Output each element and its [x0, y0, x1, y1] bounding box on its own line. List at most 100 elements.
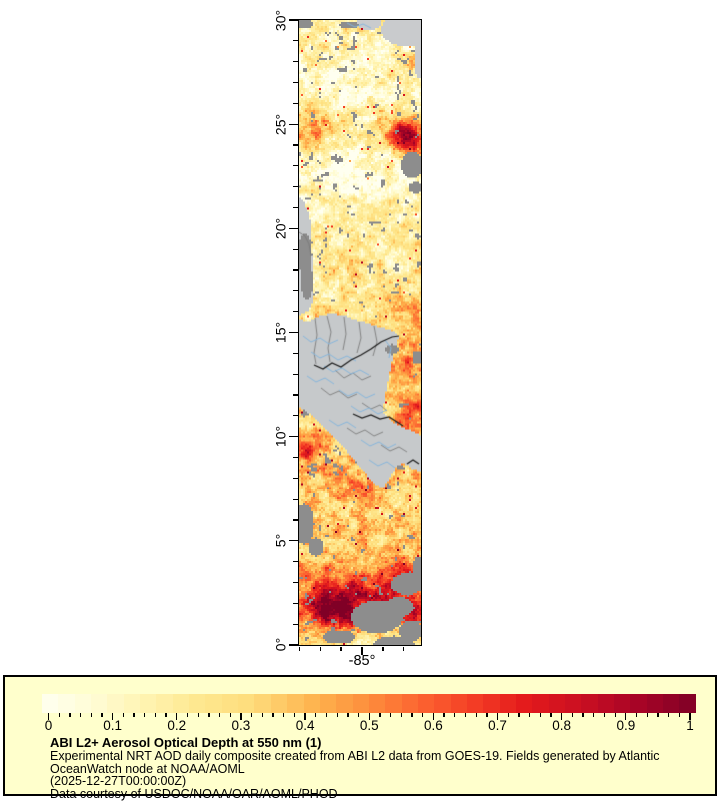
- colorbar-step: [336, 694, 353, 713]
- colorbar-minor-tick: [250, 713, 253, 717]
- colorbar-minor-tick: [454, 713, 456, 717]
- colorbar-step: [417, 694, 435, 713]
- longitude-minor-tick: [298, 646, 300, 651]
- latitude-minor-tick: [293, 102, 298, 104]
- latitude-minor-tick: [293, 456, 298, 459]
- colorbar-minor-tick: [486, 713, 488, 717]
- colorbar-minor-tick: [261, 713, 263, 717]
- colorbar-step: [663, 694, 680, 713]
- colorbar-step: [368, 694, 386, 713]
- latitude-minor-tick: [293, 144, 298, 146]
- colorbar-minor-tick: [603, 713, 606, 717]
- colorbar-step: [221, 694, 239, 713]
- colorbar-step: [401, 694, 418, 713]
- colorbar-step: [123, 694, 141, 713]
- colorbar-minor-tick: [379, 713, 381, 717]
- data-courtesy-line: Data courtesy of USDOC/NOAA/OAR/AOML/PHO…: [50, 786, 338, 801]
- colorbar-step: [91, 694, 108, 713]
- colorbar-minor-tick: [293, 713, 296, 717]
- colorbar-minor-tick: [464, 713, 467, 717]
- colorbar-step: [303, 694, 320, 713]
- colorbar-step: [319, 694, 337, 713]
- colorbar-step: [385, 694, 402, 713]
- colorbar-step: [614, 694, 631, 713]
- colorbar-minor-tick: [528, 713, 531, 717]
- colorbar-minor-tick: [571, 713, 574, 717]
- colorbar-step: [434, 694, 451, 713]
- latitude-minor-tick: [293, 477, 298, 479]
- colorbar-step: [450, 694, 467, 713]
- colorbar-step: [597, 694, 615, 713]
- colorbar-minor-tick: [678, 713, 680, 717]
- latitude-tick-label: 10°: [272, 426, 289, 448]
- colorbar-minor-tick: [539, 713, 541, 717]
- colorbar-step: [189, 694, 206, 713]
- colorbar-minor-tick: [646, 713, 648, 717]
- colorbar-step: [58, 694, 75, 713]
- colorbar-major-tick: [240, 713, 242, 720]
- colorbar-minor-tick: [144, 713, 146, 717]
- longitude-tick-label: -85°: [348, 653, 376, 669]
- latitude-minor-tick: [293, 81, 298, 84]
- latitude-minor-tick: [293, 373, 298, 375]
- colorbar-tick-label: 0.6: [424, 718, 443, 733]
- colorbar-step: [630, 694, 647, 713]
- colorbar-step: [205, 694, 222, 713]
- longitude-minor-tick: [403, 646, 405, 651]
- legend-panel: 0 0.1 0.2 0.3 0.4 0.5 0.6 0.7 0.8 0.9 1 ABI L2+ Ae…: [3, 675, 717, 800]
- latitude-minor-tick: [293, 165, 298, 167]
- colorbar-tick-label: 0.1: [103, 718, 123, 733]
- colorbar-minor-tick: [325, 713, 328, 717]
- colorbar-major-tick: [432, 713, 435, 720]
- colorbar-minor-tick: [475, 713, 477, 717]
- latitude-tick-label: 0°: [272, 638, 289, 652]
- latitude-tick-label: 25°: [272, 113, 289, 135]
- latitude-minor-tick: [293, 602, 298, 604]
- latitude-minor-tick: [293, 61, 298, 63]
- colorbar-step: [42, 694, 59, 713]
- colorbar-step: [532, 694, 549, 713]
- colorbar-step: [565, 694, 582, 713]
- colorbar-tick-label: 0.3: [231, 718, 251, 733]
- colorbar-step: [352, 694, 369, 713]
- latitude-minor-tick: [293, 352, 298, 354]
- colorbar-minor-tick: [657, 713, 659, 717]
- colorbar-minor-tick: [635, 713, 638, 717]
- latitude-tick-label: 15°: [272, 321, 289, 344]
- colorbar-minor-tick: [79, 713, 82, 717]
- longitude-minor-tick: [340, 646, 342, 651]
- longitude-major-tick: [361, 646, 363, 655]
- colorbar-step: [156, 694, 173, 713]
- latitude-tick-label: 30°: [272, 9, 289, 31]
- colorbar-minor-tick: [197, 713, 199, 717]
- colorbar-minor-tick: [165, 713, 167, 717]
- colorbar-step: [270, 694, 288, 713]
- colorbar-step: [499, 694, 516, 713]
- colorbar-minor-tick: [347, 713, 349, 717]
- colorbar-major-tick: [689, 713, 691, 720]
- colorbar-major-tick: [625, 713, 627, 720]
- latitude-minor-tick: [293, 186, 298, 188]
- colorbar-minor-tick: [667, 713, 670, 717]
- colorbar-minor-tick: [582, 713, 584, 717]
- colorbar-step: [140, 694, 157, 713]
- colorbar-minor-tick: [133, 713, 135, 717]
- colorbar-minor-tick: [389, 713, 392, 717]
- colorbar-tick-label: 0: [44, 718, 53, 733]
- colorbar-step: [515, 694, 533, 713]
- colorbar-minor-tick: [229, 713, 231, 717]
- colorbar-step: [172, 694, 190, 713]
- colorbar-step: [646, 694, 664, 713]
- latitude-minor-tick: [293, 561, 298, 563]
- latitude-tick-label: 20°: [272, 217, 289, 239]
- colorbar-minor-tick: [101, 713, 103, 717]
- latitude-minor-tick: [293, 40, 298, 42]
- colorbar-step: [287, 694, 304, 713]
- colorbar-major-tick: [561, 713, 563, 720]
- colorbar-minor-tick: [186, 713, 189, 717]
- latitude-minor-tick: [293, 498, 298, 500]
- colorbar-step: [466, 694, 484, 713]
- map-detail-overlay-canvas: [299, 19, 421, 645]
- colorbar-minor-tick: [272, 713, 274, 717]
- latitude-minor-tick: [293, 581, 298, 584]
